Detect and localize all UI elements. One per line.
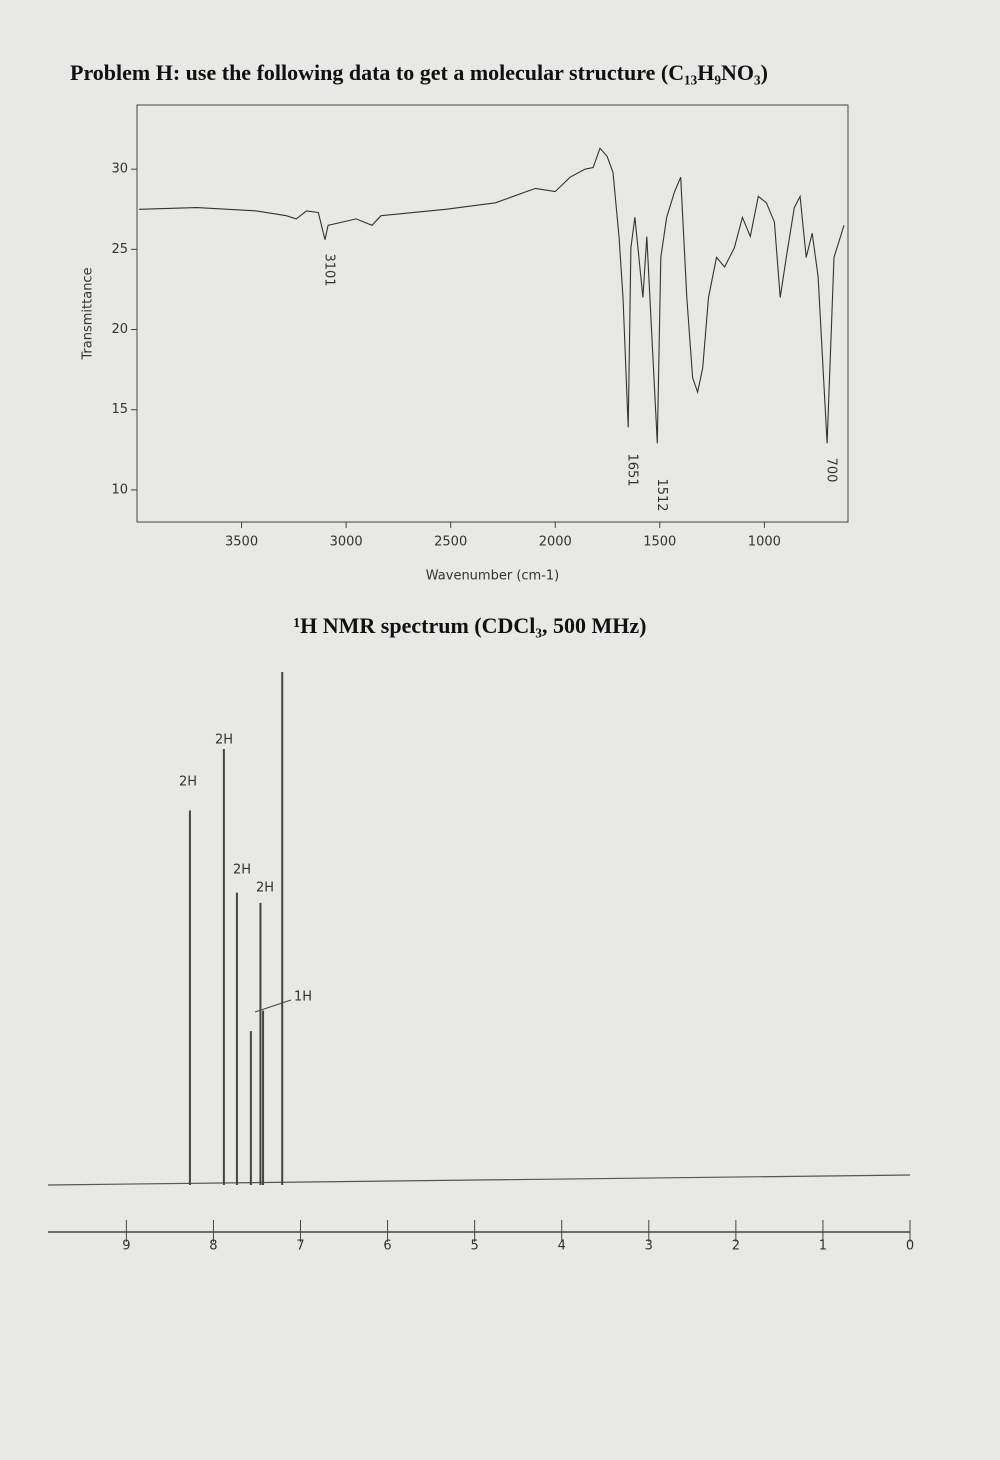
x-axis-label: Wavenumber (cm-1) xyxy=(426,569,559,584)
x-tick-label: 2500 xyxy=(434,535,467,550)
spectrum-line xyxy=(139,147,845,444)
integration-label: 2H xyxy=(256,881,274,896)
y-axis-label: Transmittance xyxy=(81,267,96,360)
plot-frame xyxy=(136,104,849,523)
x-tick-label: 3000 xyxy=(330,535,363,550)
x-tick-label: 5 xyxy=(471,1239,479,1254)
integration-label: 2H xyxy=(179,775,197,790)
x-tick-label: 6 xyxy=(383,1239,391,1254)
y-tick-label: 15 xyxy=(111,402,128,417)
x-tick-label: 0 xyxy=(906,1239,914,1254)
y-tick-label: 10 xyxy=(111,482,128,497)
peak-label: 1651 xyxy=(625,453,640,486)
y-tick-label: 25 xyxy=(111,242,128,257)
integration-leader xyxy=(254,999,292,1013)
integration-label: 2H xyxy=(215,733,233,748)
nmr-title: ¹H NMR spectrum (CDCl₃, 500 MHz) xyxy=(294,613,647,638)
peak-label: 700 xyxy=(824,458,839,483)
x-tick-label: 8 xyxy=(209,1239,217,1254)
integration-label: 2H xyxy=(233,863,251,878)
y-tick-label: 20 xyxy=(111,322,128,337)
x-tick-label: 2000 xyxy=(539,535,572,550)
x-tick-label: 1 xyxy=(819,1239,827,1254)
peak-label: 1512 xyxy=(654,478,669,511)
x-tick-label: 7 xyxy=(296,1239,304,1254)
peak-label: 3101 xyxy=(321,253,336,286)
integration-label: 1H xyxy=(294,990,312,1005)
x-tick-label: 4 xyxy=(558,1239,566,1254)
x-tick-label: 3500 xyxy=(225,535,258,550)
x-tick-label: 1500 xyxy=(643,535,676,550)
x-tick-label: 2 xyxy=(732,1239,740,1254)
x-tick-label: 9 xyxy=(122,1239,130,1254)
x-tick-label: 1000 xyxy=(748,535,781,550)
y-tick-label: 30 xyxy=(111,162,128,177)
page-title: Problem H: use the following data to get… xyxy=(70,60,768,85)
baseline xyxy=(47,1174,911,1186)
x-tick-label: 3 xyxy=(645,1239,653,1254)
